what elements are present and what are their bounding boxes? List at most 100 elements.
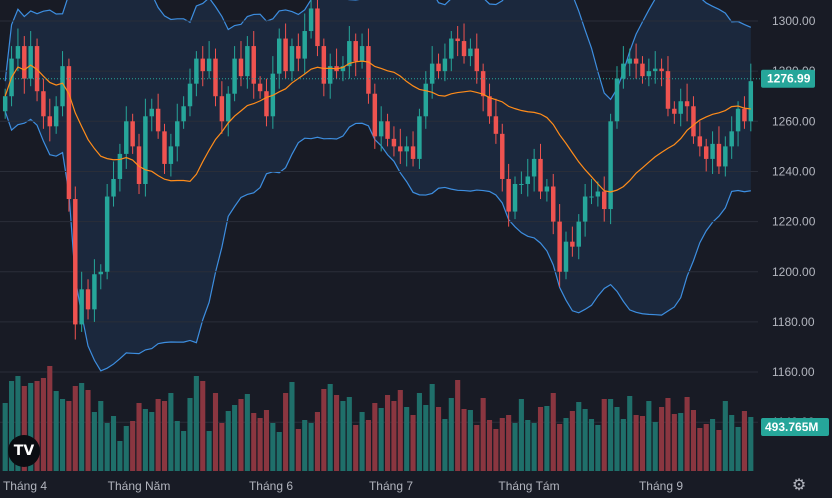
candle-body [79,289,84,325]
candle-body [73,199,78,325]
volume-bar [690,410,697,471]
y-axis-tick-label: 1160.00 [772,365,815,379]
volume-bar [270,423,276,471]
candle-body [391,138,397,147]
candle [359,33,365,69]
candle [264,78,269,127]
volume-bar [544,406,550,471]
candle-body [41,91,46,117]
x-axis-tick-label: Tháng Năm [108,479,171,493]
candle-body [716,143,722,167]
volume-bar [442,419,448,471]
candle-body [506,178,511,212]
candle-body [633,58,639,64]
volume-bar [614,407,620,471]
candle-body [723,146,728,167]
gear-icon[interactable]: ⚙ [791,477,807,494]
volume-bar [161,401,168,471]
candle [436,53,441,79]
candle-body [181,106,186,122]
candle [468,38,473,67]
volume-bar [238,399,244,471]
candle [66,58,72,212]
candle-body [245,46,250,77]
tradingview-logo[interactable]: TV [8,435,40,467]
last-price-label: 1276.99 [767,72,811,86]
candle [602,176,607,222]
volume-bar [79,383,85,471]
candle [92,259,97,322]
volume-bar [480,398,486,471]
candle [143,98,148,197]
candle [378,106,384,152]
candle [41,78,46,129]
candle [474,33,480,84]
candle-body [378,121,384,137]
candle [608,113,613,225]
candle [672,101,677,124]
volume-bar [448,398,454,471]
candle-body [672,108,677,114]
time-axis[interactable]: Tháng 4 Tháng Năm Tháng 6 Tháng 7 Tháng Tám T… [3,479,683,493]
volume-bar [620,419,626,471]
volume-bar [174,421,180,471]
candle [659,58,664,87]
volume-bar [385,395,391,471]
candle-body [525,176,530,184]
candle [181,96,186,129]
volume-bar [461,409,467,471]
volume-bar [98,401,104,471]
candle-body [219,96,225,122]
volume-bar [595,425,601,471]
volume-bar [251,413,257,471]
candle-body [385,121,390,139]
candle [296,33,301,72]
candle [15,28,21,72]
candle [595,181,601,207]
candle [684,83,690,122]
x-axis-tick-label: Tháng 4 [3,479,47,493]
candle [340,56,346,82]
bollinger-bands [4,0,752,372]
candle-body [429,63,435,84]
candle [85,279,91,320]
y-axis-tick-label: 1300.00 [772,14,816,28]
volume-bar [9,381,15,471]
volume-bar [601,399,607,471]
candle-body [136,146,142,184]
candle-body [678,101,683,114]
volume-bar [748,417,754,471]
candle [691,96,696,144]
candle-body [372,93,378,137]
volume-bar [40,378,46,471]
candle-body [155,108,161,132]
candle-body [589,196,594,198]
candle-body [213,58,218,97]
volume-bar [53,391,59,471]
volume-bar [512,423,518,471]
candle [423,71,429,129]
candle [219,81,225,134]
candle-body [366,46,371,94]
volume-bar [327,384,333,471]
candle-body [602,191,607,210]
volume-bar [633,415,639,471]
candle-body [226,93,231,122]
candle [315,0,320,57]
candle-body [296,46,301,59]
candle [79,271,84,332]
candle [442,43,448,82]
candle [366,28,371,104]
candle [455,26,460,57]
candle-body [60,66,65,107]
candle-body [187,83,193,107]
candle [289,38,295,82]
candle [226,86,231,137]
candle-body [257,83,263,92]
candle [614,66,620,129]
candle [570,226,575,257]
candle-body [455,38,460,42]
candle-body [544,186,550,192]
